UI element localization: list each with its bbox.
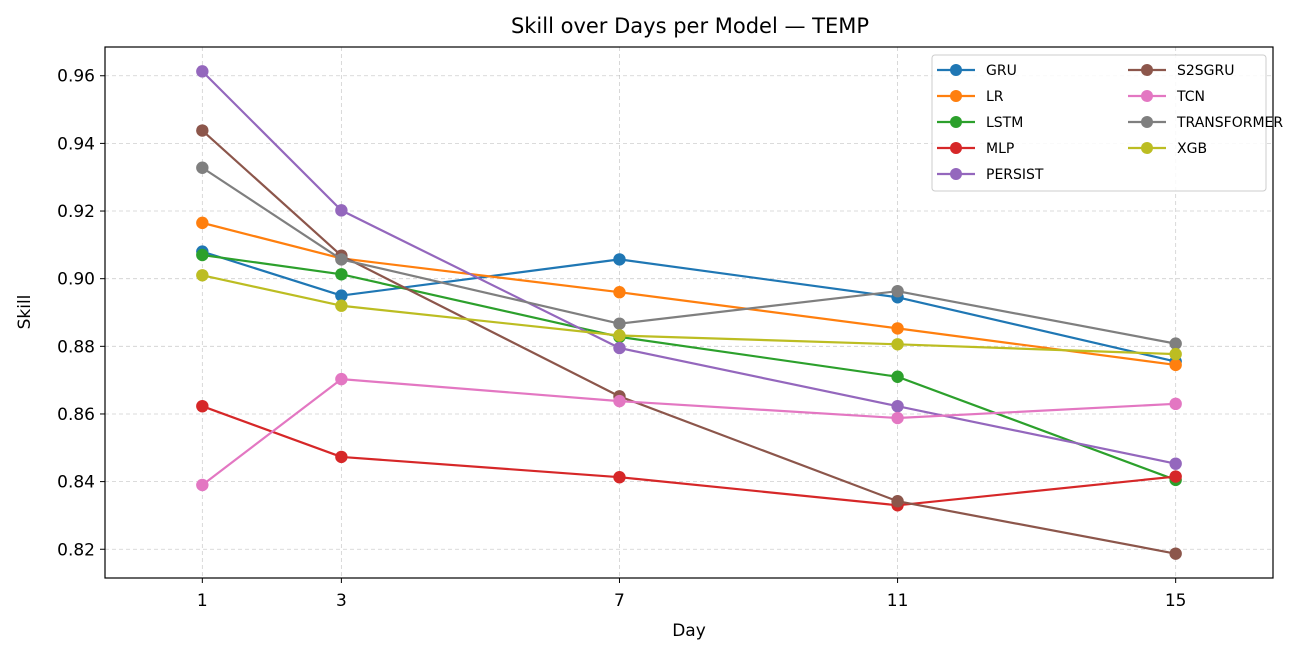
plot-frame	[104, 46, 1274, 579]
legend-marker	[1141, 116, 1153, 128]
series-line-transformer	[201, 166, 1176, 345]
data-point-tcn	[891, 411, 904, 425]
y-tick-label: 0.96	[57, 67, 95, 87]
legend: GRU LR LSTM MLP PERSIST S2SGRU TCN TRANSFORMER X…	[931, 54, 1283, 192]
y-tick-label: 0.84	[57, 473, 95, 493]
series-line-s2sgru	[201, 129, 1176, 555]
series-line-tcn	[201, 378, 1176, 486]
legend-marker	[1141, 90, 1153, 102]
data-point-s2sgru	[891, 495, 904, 508]
data-point-lr	[613, 286, 626, 299]
legend-label: TRANSFORMER	[1176, 115, 1283, 131]
y-tick-label: 0.88	[57, 337, 95, 357]
series-mlp	[196, 399, 1182, 512]
data-point-persist	[196, 65, 209, 78]
data-point-mlp	[196, 399, 209, 413]
data-point-persist	[335, 204, 348, 217]
legend-marker	[950, 64, 962, 76]
data-point-transformer	[613, 317, 626, 330]
data-point-s2sgru	[196, 124, 209, 137]
legend-item-persist: PERSIST	[937, 167, 1044, 183]
legend-marker	[950, 142, 962, 154]
legend-label: TCN	[1176, 89, 1205, 105]
data-point-lr	[891, 322, 904, 335]
x-tick-label: 3	[336, 591, 347, 611]
data-point-xgb	[335, 299, 348, 312]
data-point-lstm	[196, 248, 209, 262]
series-tcn	[196, 372, 1182, 492]
y-tick-label: 0.86	[57, 405, 95, 425]
legend-label: LSTM	[986, 115, 1023, 131]
legend-label: LR	[986, 89, 1004, 105]
legend-item-s2sgru: S2SGRU	[1128, 63, 1235, 79]
series-persist	[196, 65, 1182, 470]
data-point-transformer	[1169, 337, 1182, 350]
data-point-mlp	[335, 450, 348, 464]
y-tick-label: 0.82	[57, 540, 95, 560]
legend-item-lstm: LSTM	[937, 115, 1023, 131]
series-lines	[196, 65, 1182, 560]
data-point-transformer	[335, 253, 348, 266]
data-point-mlp	[1169, 470, 1182, 483]
data-point-transformer	[196, 161, 209, 174]
x-tick-label: 7	[614, 591, 625, 611]
data-point-lr	[196, 216, 209, 230]
data-point-gru	[613, 253, 626, 266]
data-point-xgb	[1169, 347, 1182, 361]
legend-item-lr: LR	[937, 89, 1004, 105]
y-axis-label: Skill	[15, 295, 35, 330]
chart-title: Skill over Days per Model — TEMP	[511, 14, 869, 38]
series-line-lstm	[202, 253, 1177, 481]
legend-box	[931, 54, 1267, 192]
data-point-gru	[335, 289, 348, 302]
legend-marker	[1141, 142, 1153, 154]
legend-marker	[1141, 64, 1153, 76]
series-lstm	[196, 248, 1182, 487]
data-point-tcn	[335, 372, 348, 386]
legend-label: XGB	[1177, 141, 1207, 157]
series-line-mlp	[201, 405, 1176, 507]
data-point-xgb	[891, 338, 904, 351]
data-point-tcn	[196, 478, 209, 492]
legend-label: GRU	[986, 63, 1017, 79]
legend-label: MLP	[986, 141, 1014, 157]
x-tick-label: 11	[887, 591, 909, 611]
axis-ticks: 1 3 7 11 15 0.82 0.84 0.86 0.88 0.90 0.92 0.94 0.96	[57, 67, 1186, 611]
series-transformer	[196, 161, 1182, 350]
data-point-lr	[1169, 358, 1182, 372]
y-tick-label: 0.92	[57, 202, 95, 222]
x-tick-label: 15	[1165, 591, 1187, 611]
legend-marker	[950, 168, 962, 180]
data-point-s2sgru	[1169, 547, 1182, 560]
legend-item-xgb: XGB	[1128, 141, 1207, 157]
legend-marker	[950, 90, 962, 102]
legend-item-tcn: TCN	[1128, 89, 1205, 105]
data-point-persist	[1169, 457, 1182, 470]
data-point-xgb	[613, 329, 626, 342]
data-point-tcn	[1169, 397, 1182, 411]
legend-item-mlp: MLP	[937, 141, 1014, 157]
data-point-lstm	[335, 268, 348, 281]
data-point-xgb	[196, 269, 209, 282]
legend-item-gru: GRU	[937, 63, 1017, 79]
x-tick-label: 1	[197, 591, 208, 611]
data-point-lstm	[891, 370, 904, 383]
y-tick-label: 0.90	[57, 270, 95, 290]
x-axis-label: Day	[672, 621, 706, 641]
legend-item-transformer: TRANSFORMER	[1128, 115, 1283, 131]
legend-label: PERSIST	[986, 167, 1044, 183]
series-xgb	[196, 269, 1182, 361]
data-point-persist	[613, 341, 626, 355]
data-point-mlp	[613, 471, 626, 484]
legend-label: S2SGRU	[1177, 63, 1235, 79]
legend-marker	[950, 116, 962, 128]
data-point-tcn	[613, 394, 626, 408]
y-tick-label: 0.94	[57, 134, 95, 154]
data-point-transformer	[891, 284, 904, 298]
data-point-persist	[891, 399, 904, 413]
